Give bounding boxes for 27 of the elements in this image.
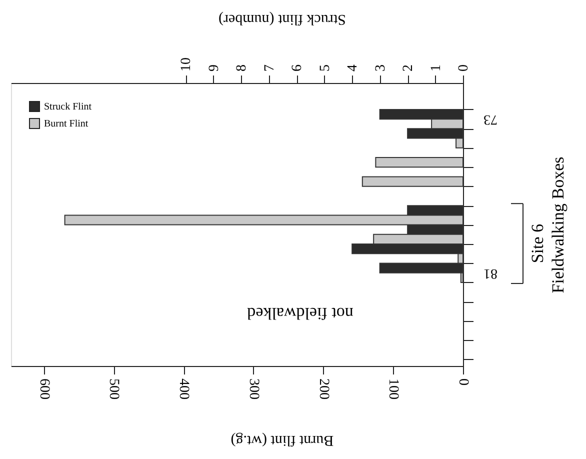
x-tick-label: 400 <box>176 378 192 400</box>
x2-tick-label: 6 <box>290 64 306 72</box>
text: Site 6 <box>528 224 547 264</box>
x-axis-title: Burnt flint (wt.g) <box>230 432 334 448</box>
legend-label: Struck Flint <box>44 102 92 112</box>
x-tick-label: 600 <box>36 378 52 400</box>
x2-tick-label: 1 <box>428 64 444 72</box>
x-tick-label: 0 <box>456 378 470 386</box>
x2-tick-label: 9 <box>206 64 222 72</box>
x-tick-label: 500 <box>106 378 122 400</box>
x-tick-label: 200 <box>316 378 331 400</box>
x2-tick-label: 5 <box>318 64 333 72</box>
x2-tick-label: 8 <box>234 64 250 72</box>
annotation: not fieldwalked <box>246 304 354 324</box>
legend-label: Burnt Flint <box>44 118 88 130</box>
x2-axis-title: Struck flint (number) <box>218 11 346 27</box>
x2-tick-label: 2 <box>401 64 416 72</box>
x2-tick-label: 0 <box>456 64 472 72</box>
y-axis-title: Fieldwalking Boxes <box>548 156 568 294</box>
x2-tick-label: 4 <box>346 64 361 72</box>
y-tick-label: 81 <box>484 265 498 280</box>
x-tick-label: 100 <box>386 378 401 400</box>
x-tick-label: 300 <box>246 378 261 400</box>
x2-tick-label: 3 <box>373 64 388 72</box>
x2-tick-label: 7 <box>262 64 278 72</box>
x2-tick-label: 10 <box>179 58 194 72</box>
y-tick-label: 73 <box>484 112 498 127</box>
